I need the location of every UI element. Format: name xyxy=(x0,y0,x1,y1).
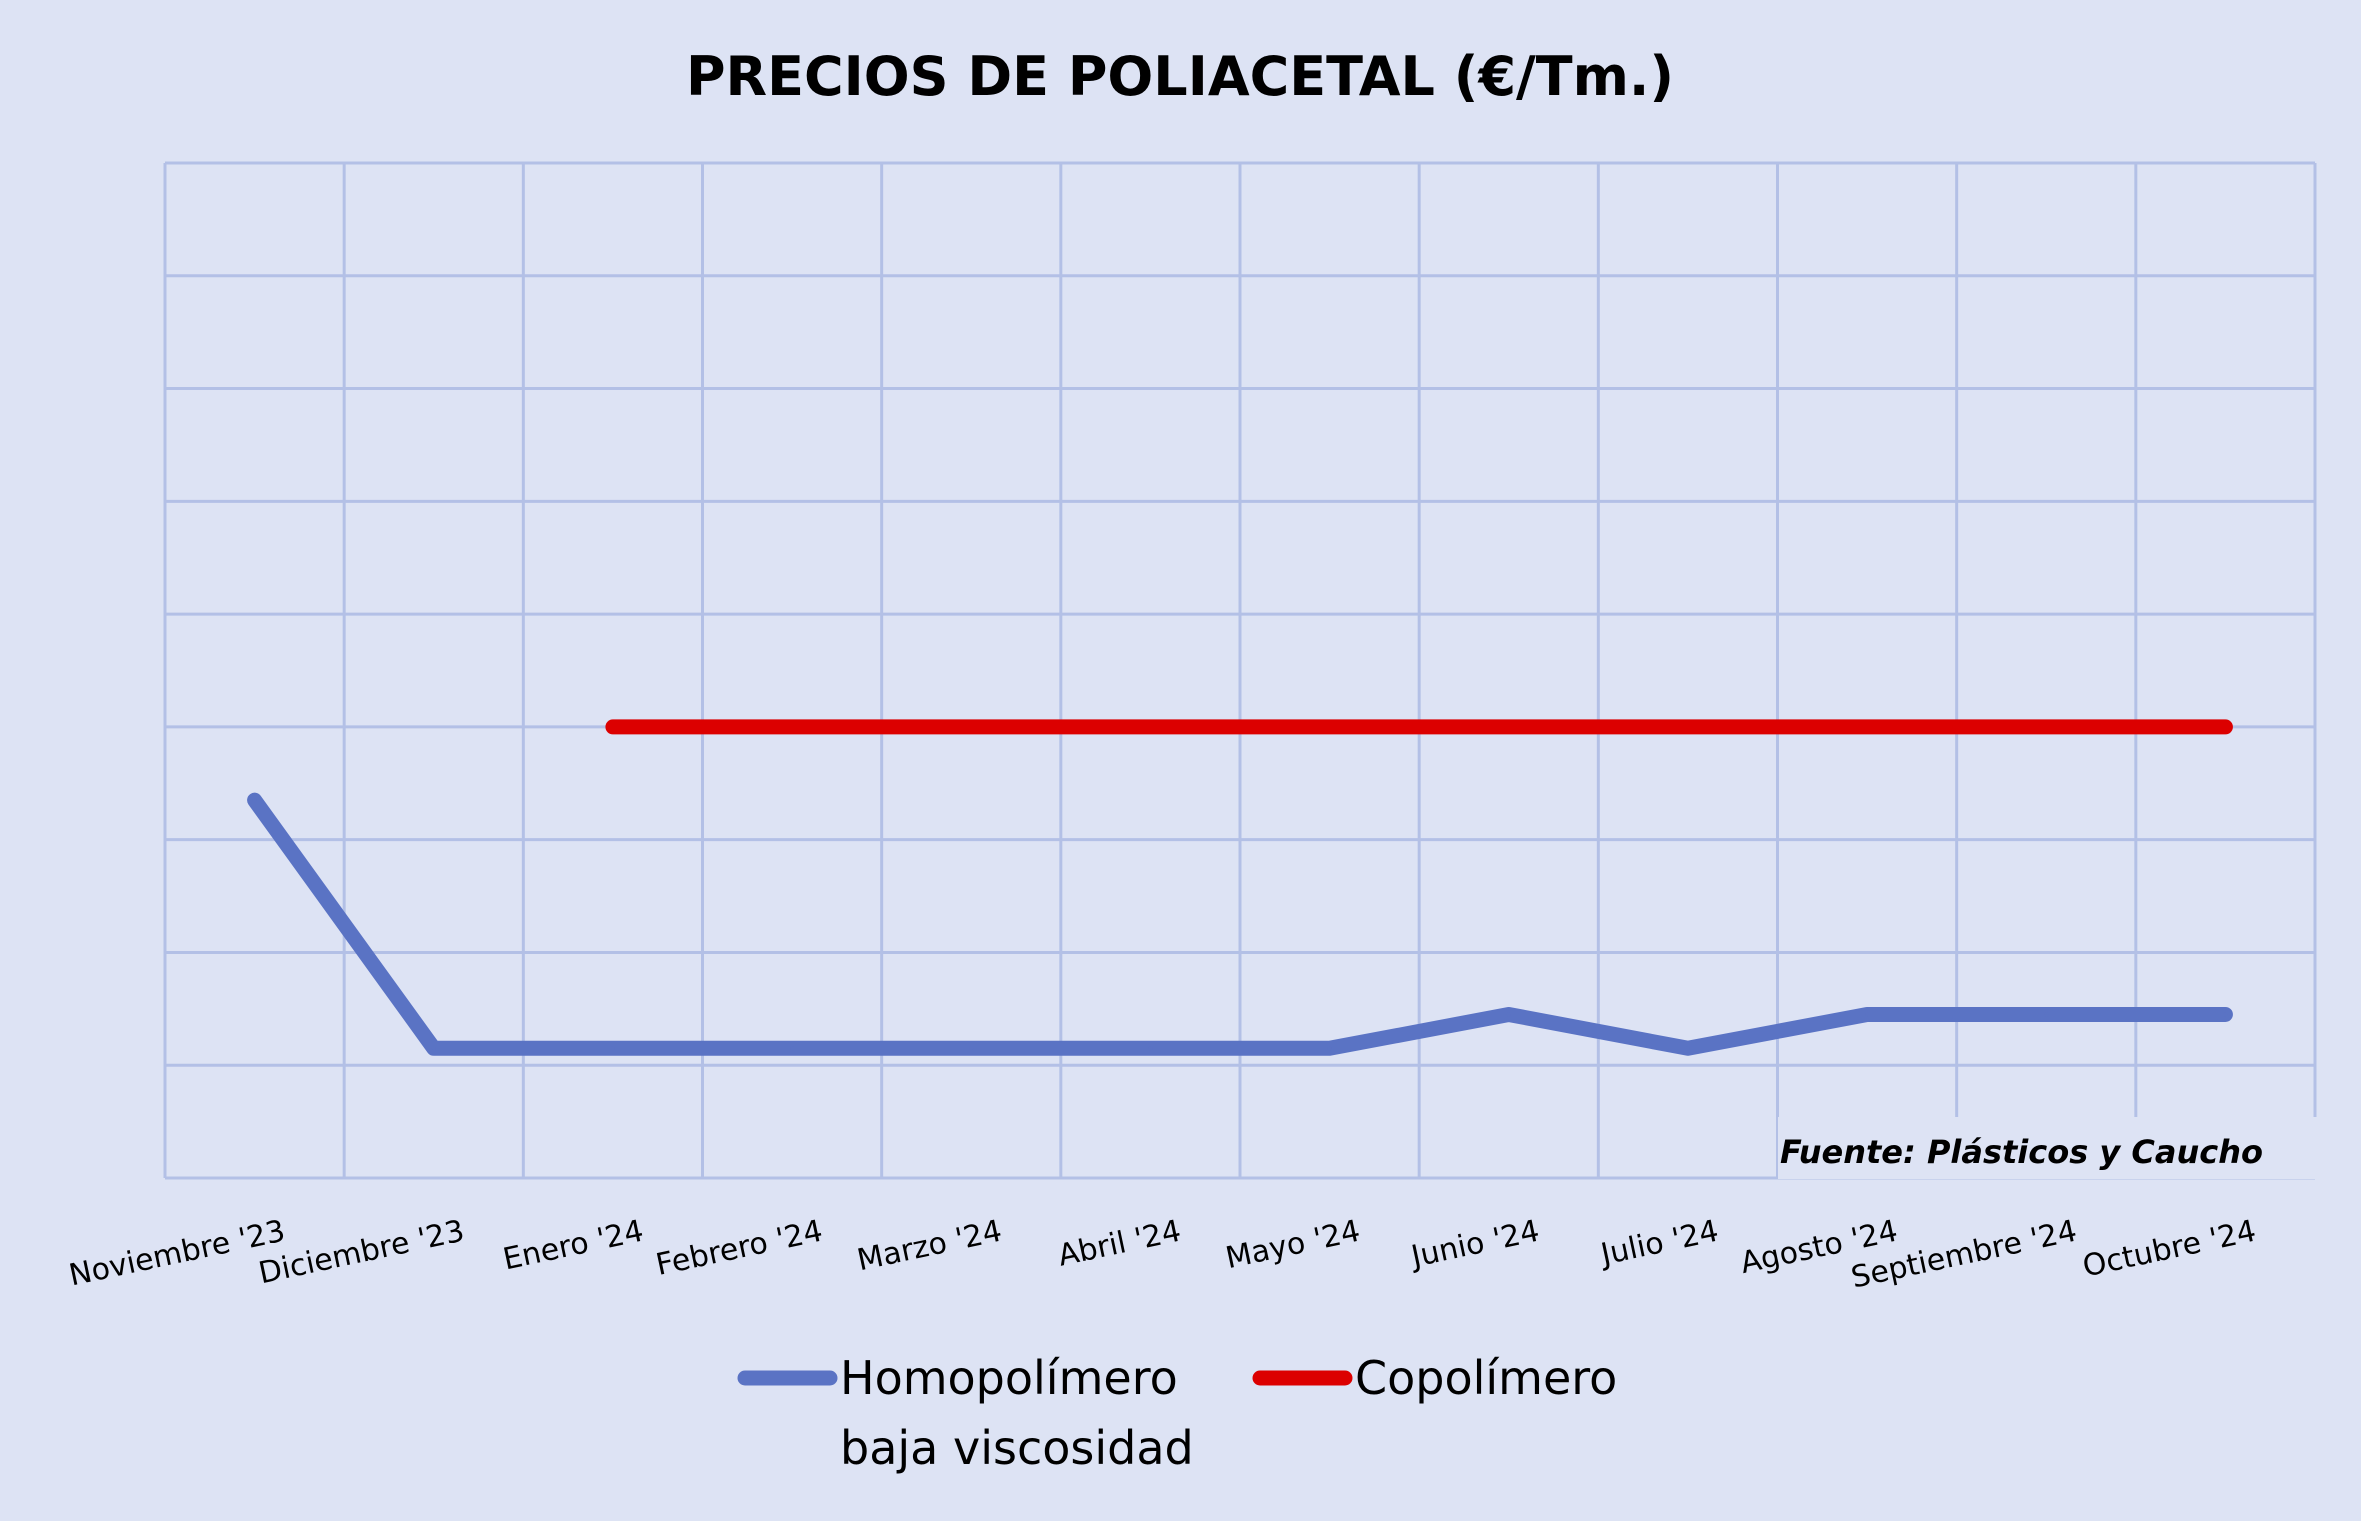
chart-title: PRECIOS DE POLIACETAL (€/Tm.) xyxy=(686,45,1674,108)
series-layer xyxy=(247,719,2233,1056)
data-point-copolimero xyxy=(1148,724,1153,729)
x-tick-label: Abril '24 xyxy=(1055,1214,1184,1274)
data-point-copolimero xyxy=(610,724,615,729)
x-tick-label: Marzo '24 xyxy=(854,1214,1005,1279)
legend-label: Homopolímero xyxy=(840,1351,1178,1405)
grid xyxy=(163,161,2320,1180)
legend: Homopolímero baja viscosidad Copolímero xyxy=(737,1351,1617,1475)
data-point-homopolimero-baja-viscosidad xyxy=(2223,1012,2228,1017)
x-tick-label: Octubre '24 xyxy=(2080,1214,2259,1285)
data-point-copolimero xyxy=(1506,724,1511,729)
x-tick-label: Noviembre '23 xyxy=(66,1214,288,1294)
data-point-copolimero xyxy=(2223,724,2228,729)
source-note-background xyxy=(1778,1117,2320,1179)
x-tick-label: Julio '24 xyxy=(1596,1214,1721,1273)
series-line-homopolimero-baja-viscosidad xyxy=(247,792,2233,1056)
legend-label: baja viscosidad xyxy=(840,1421,1194,1475)
data-point-homopolimero-baja-viscosidad xyxy=(252,798,257,803)
data-point-copolimero xyxy=(1685,724,1690,729)
data-point-copolimero xyxy=(1865,724,1870,729)
data-point-homopolimero-baja-viscosidad xyxy=(1865,1012,1870,1017)
data-point-homopolimero-baja-viscosidad xyxy=(969,1046,974,1051)
data-point-homopolimero-baja-viscosidad xyxy=(610,1046,615,1051)
data-point-homopolimero-baja-viscosidad xyxy=(2044,1012,2049,1017)
data-point-homopolimero-baja-viscosidad xyxy=(1506,1012,1511,1017)
data-point-copolimero xyxy=(1327,724,1332,729)
data-point-homopolimero-baja-viscosidad xyxy=(431,1046,436,1051)
source-note: Fuente: Plásticos y Caucho xyxy=(1780,1133,2263,1171)
x-tick-label: Junio '24 xyxy=(1406,1214,1542,1276)
x-tick-label: Febrero '24 xyxy=(653,1214,826,1283)
data-point-homopolimero-baja-viscosidad xyxy=(1148,1046,1153,1051)
data-point-homopolimero-baja-viscosidad xyxy=(1685,1046,1690,1051)
legend-label: Copolímero xyxy=(1355,1351,1617,1405)
data-point-copolimero xyxy=(790,724,795,729)
x-tick-label: Diciembre '23 xyxy=(256,1214,468,1292)
data-point-homopolimero-baja-viscosidad xyxy=(1327,1046,1332,1051)
data-point-homopolimero-baja-viscosidad xyxy=(790,1046,795,1051)
data-point-copolimero xyxy=(2044,724,2049,729)
x-tick-label: Enero '24 xyxy=(500,1214,647,1278)
data-point-copolimero xyxy=(969,724,974,729)
x-tick-label: Mayo '24 xyxy=(1223,1214,1364,1277)
